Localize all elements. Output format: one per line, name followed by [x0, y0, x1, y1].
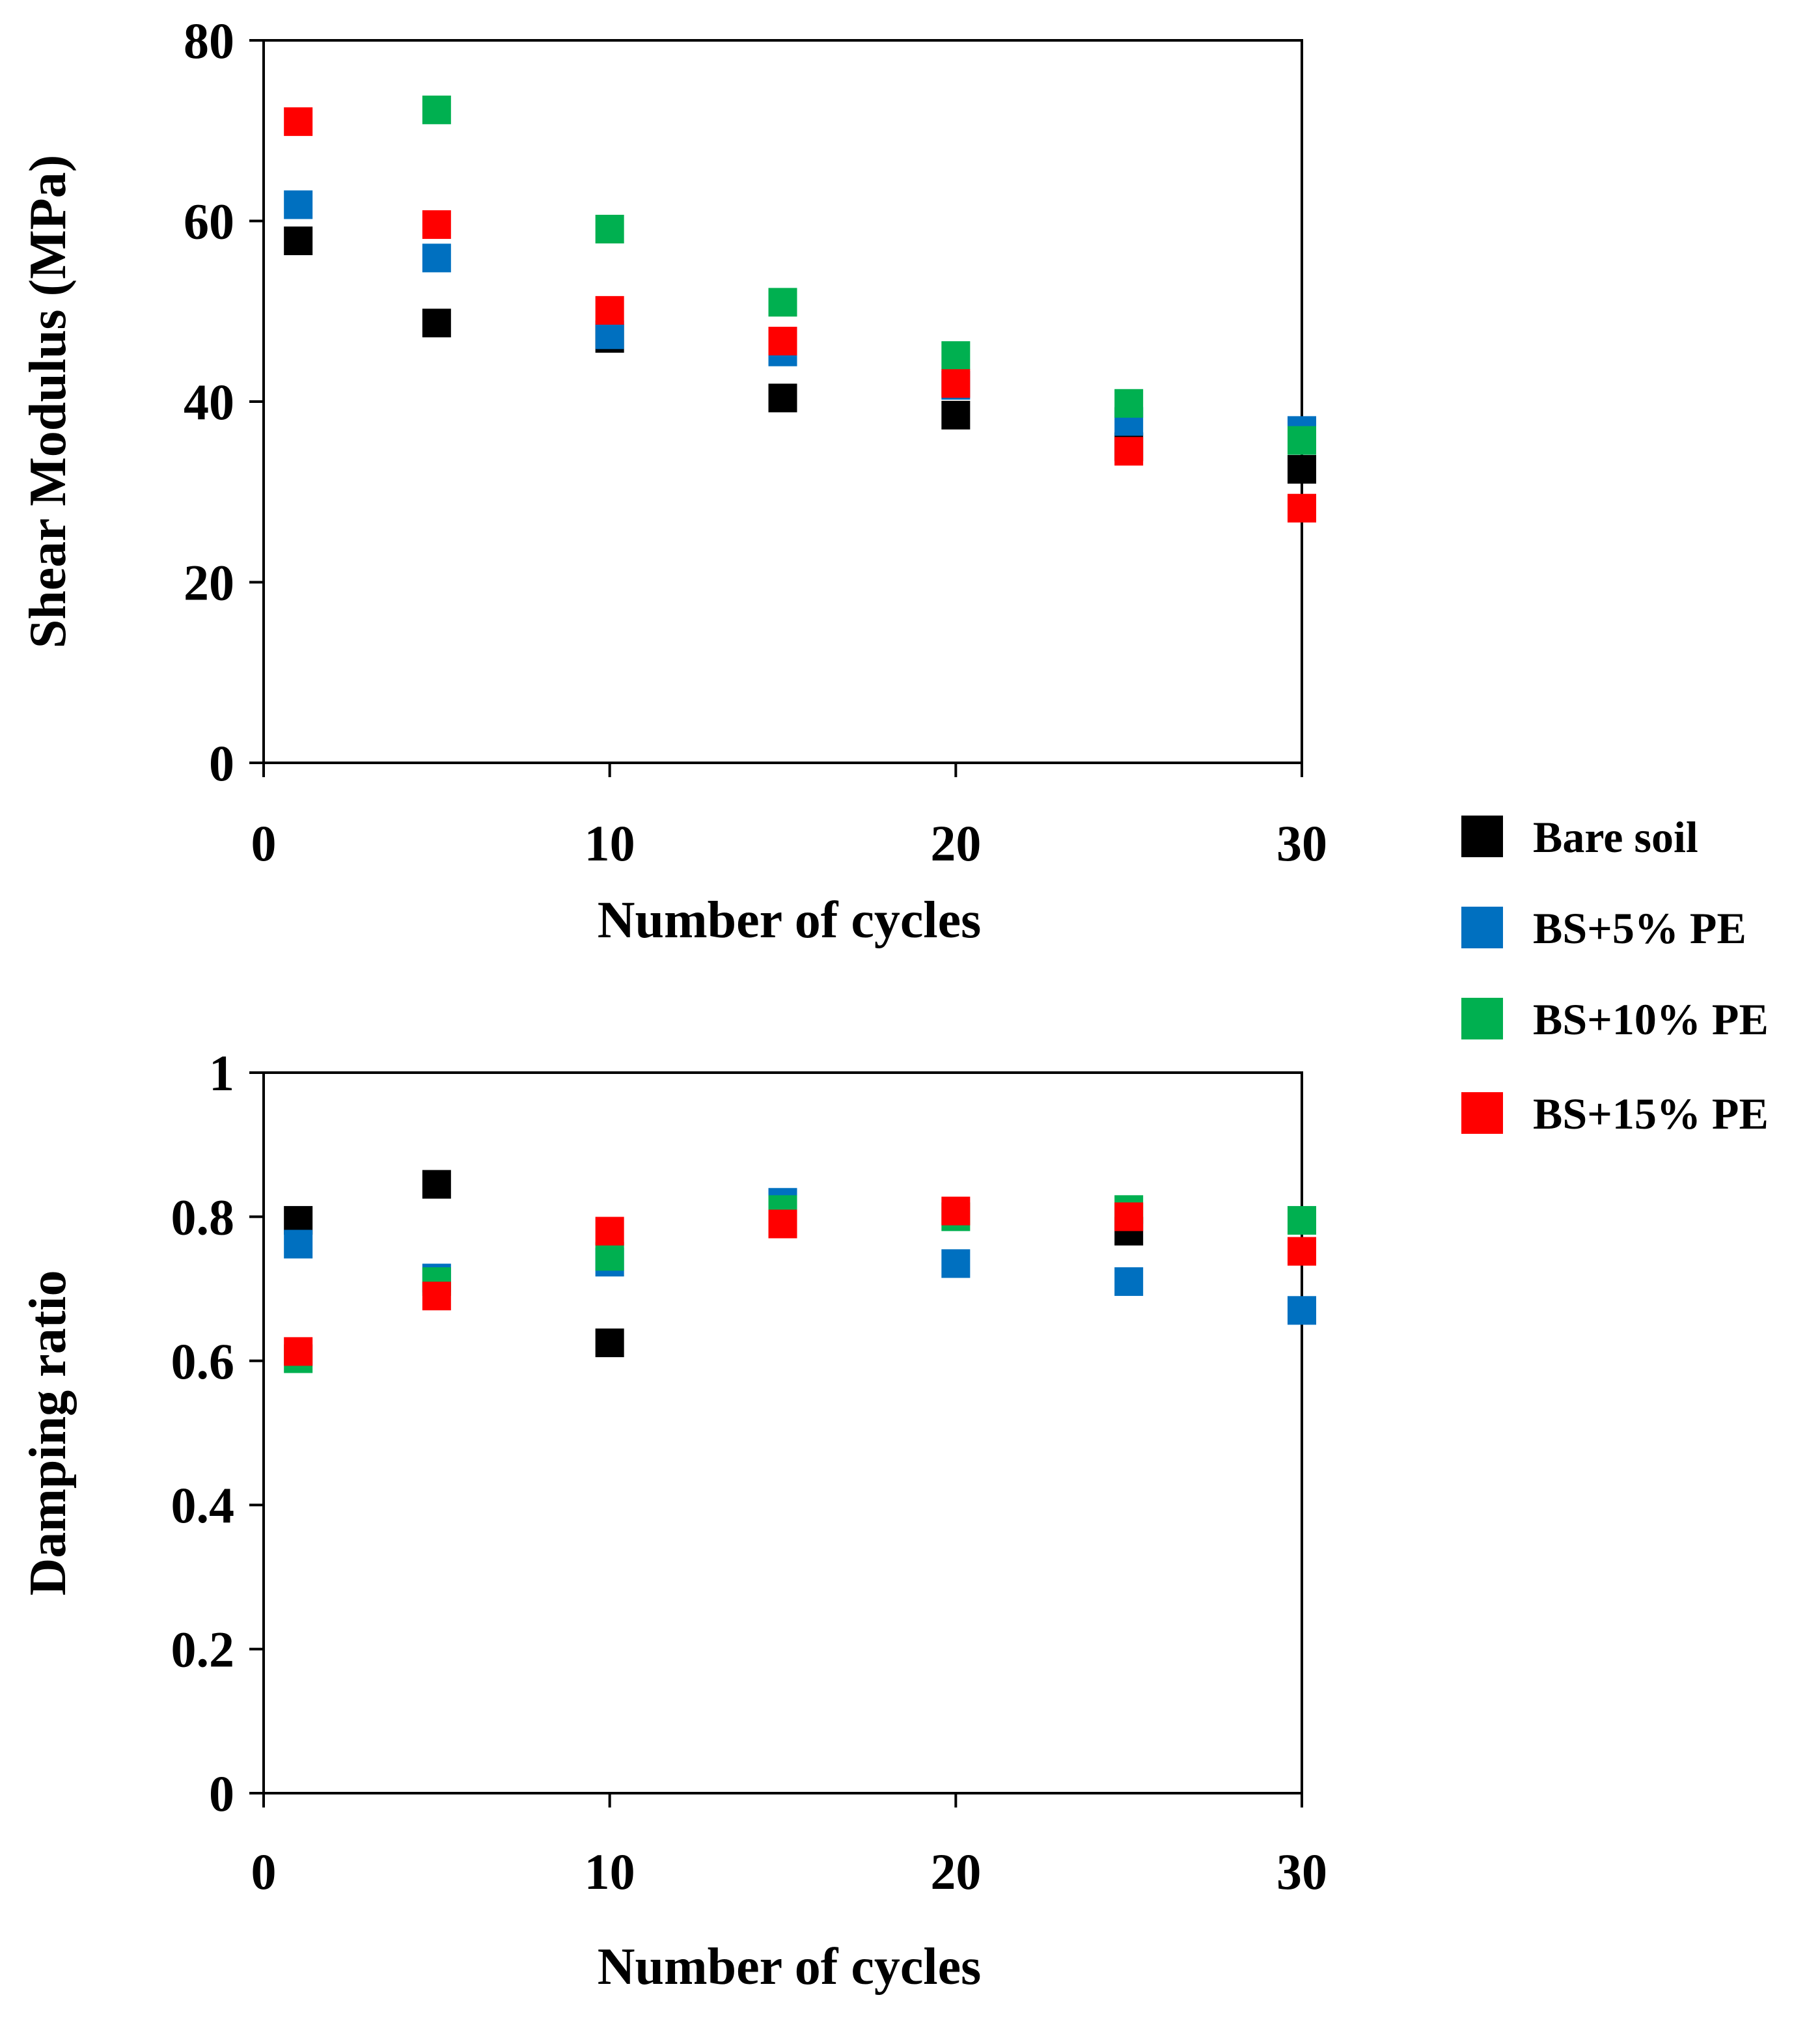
data-point-bs-10-pe [768, 288, 797, 317]
x-tick-label: 0 [251, 815, 277, 872]
data-point-bs-5-pe [284, 190, 313, 219]
data-point-bs-15-pe [768, 327, 797, 356]
data-point-bare-soil [941, 400, 971, 430]
data-point-bare-soil [595, 1328, 624, 1358]
data-point-bs-15-pe [1114, 437, 1144, 466]
data-point-bs-15-pe [595, 1216, 624, 1246]
y-axis-title: Shear Modulus (MPa) [20, 155, 77, 649]
data-point-bs-15-pe [422, 210, 451, 240]
data-point-bs-10-pe [595, 1242, 624, 1271]
x-tick-label: 20 [930, 1843, 981, 1900]
data-point-bs-10-pe [1114, 389, 1144, 418]
data-point-bare-soil [422, 1170, 451, 1199]
data-point-bs-15-pe [1288, 493, 1316, 523]
x-tick-label: 30 [1276, 815, 1327, 872]
data-point-bs-15-pe [941, 1196, 971, 1226]
data-point-bs-5-pe [1288, 1296, 1316, 1325]
y-tick-label: 0.2 [171, 1621, 235, 1678]
y-tick-label: 40 [184, 374, 234, 430]
legend-label: BS+15% PE [1533, 1089, 1769, 1138]
legend-marker [1461, 816, 1503, 857]
y-tick-label: 1 [209, 1045, 234, 1101]
shear-modulus-chart: 0 20 40 60 80 0 10 20 30 Number of cycles Shear Mo… [20, 12, 1327, 949]
data-point-bare-soil [768, 383, 797, 413]
data-point-bs-10-pe [422, 95, 451, 124]
legend-label: BS+10% PE [1533, 995, 1769, 1044]
legend-marker [1461, 907, 1503, 948]
x-tick-label: 30 [1276, 1843, 1327, 1900]
y-tick-label: 0.8 [171, 1189, 235, 1245]
data-point-bs-10-pe [1288, 426, 1316, 455]
x-tick-label: 10 [585, 1843, 635, 1900]
x-tick-label: 20 [930, 815, 981, 872]
y-tick-label: 0.6 [171, 1333, 235, 1390]
legend-label: Bare soil [1533, 812, 1698, 862]
y-tick-label: 0 [209, 735, 234, 791]
data-point-bs-15-pe [422, 1282, 451, 1311]
data-point-bs-15-pe [1114, 1202, 1144, 1231]
legend: Bare soil BS+5% PE BS+10% PE BS+15% PE [1461, 812, 1769, 1138]
data-point-bs-5-pe [422, 243, 451, 273]
y-tick-label: 80 [184, 12, 234, 69]
x-axis-title: Number of cycles [598, 1938, 982, 1996]
legend-marker [1461, 998, 1503, 1039]
plot-frame [262, 1071, 1303, 1794]
y-tick-label: 0 [209, 1765, 234, 1822]
data-point-bs-5-pe [595, 320, 624, 350]
x-tick-label: 10 [585, 815, 635, 872]
data-point-bs-15-pe [941, 369, 971, 398]
data-point-bs-5-pe [284, 1230, 313, 1259]
x-tick-label: 0 [251, 1843, 277, 1900]
data-point-bare-soil [1288, 455, 1316, 484]
y-tick-label: 0.4 [171, 1477, 235, 1533]
data-point-bs-10-pe [595, 214, 624, 243]
data-point-bare-soil [422, 309, 451, 338]
legend-marker [1461, 1092, 1503, 1134]
y-tick-label: 60 [184, 193, 234, 250]
x-axis-title: Number of cycles [598, 892, 982, 949]
data-point-bs-10-pe [941, 341, 971, 370]
legend-label: BS+5% PE [1533, 903, 1746, 953]
data-point-bs-10-pe [1288, 1205, 1316, 1235]
data-point-bs-15-pe [1288, 1237, 1316, 1266]
y-tick-label: 20 [184, 555, 234, 611]
data-point-bs-5-pe [1114, 1267, 1144, 1297]
data-point-bs-15-pe [284, 1337, 313, 1366]
data-point-bs-5-pe [941, 1249, 971, 1278]
data-point-bs-15-pe [284, 107, 313, 136]
data-point-bare-soil [284, 227, 313, 256]
y-axis-title: Damping ratio [20, 1271, 77, 1596]
data-point-bs-15-pe [595, 295, 624, 325]
data-point-bs-15-pe [768, 1209, 797, 1239]
